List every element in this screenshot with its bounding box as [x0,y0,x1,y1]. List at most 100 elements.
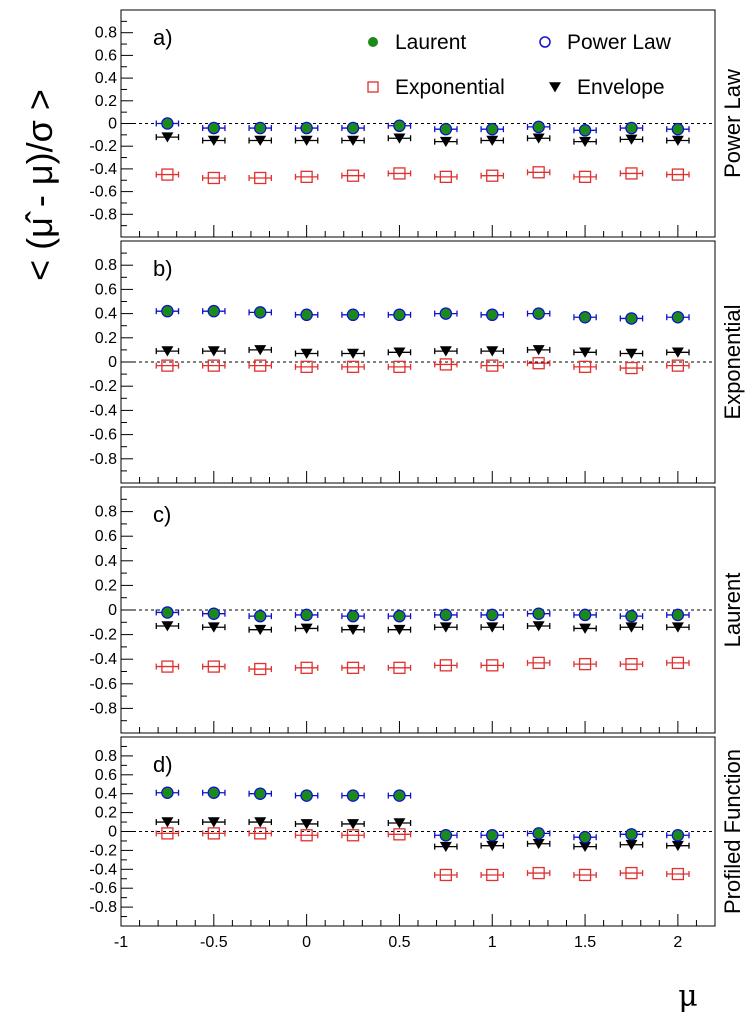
data-point [486,359,499,372]
data-point [348,790,359,801]
data-point [625,167,638,180]
data-point [580,125,591,136]
data-point [671,135,684,146]
data-point [532,656,545,670]
y-tick-label: 0.6 [95,528,117,545]
data-point [254,135,267,146]
data-point [672,124,683,135]
data-point [439,622,452,633]
data-point [532,607,545,620]
data-point [533,121,544,132]
data-point [626,611,637,622]
data-point [671,622,684,633]
panel-tag: d) [153,752,173,777]
data-point [347,348,360,359]
x-axis-tick-labels: -1 -0.5 0 0.5 1 1.5 2 [114,934,683,951]
y-tick-label: 0.4 [95,553,117,570]
data-point [254,662,267,676]
data-point [672,312,683,323]
y-tick-label: -0.8 [89,206,117,223]
data-point [207,786,221,800]
y-tick-label: 0.2 [95,805,117,822]
data-point [625,312,638,325]
y-tick-label: 0.4 [95,786,117,803]
legend-marker [368,37,378,47]
data-point [486,308,499,322]
data-point [533,608,544,619]
data-point [253,306,267,319]
data-point [487,609,498,620]
data-point [439,346,452,357]
data-point [207,607,221,620]
data-point [533,828,544,839]
data-point [532,621,545,632]
data-point [439,659,452,672]
data-point [393,609,406,623]
data-point [626,123,637,134]
y-tick-label: 0.8 [95,748,117,765]
data-point [579,136,592,148]
x-tick-label: 1 [488,934,497,951]
data-point [532,307,545,320]
data-point [532,827,545,840]
data-point [393,818,406,829]
y-tick-label: -0.2 [89,138,117,155]
panel-side-label: Profiled Function [720,749,745,914]
data-point [161,304,174,318]
panel-1: 0.8 0.6 0.4 0.2 0 -0.2 -0.4 -0.6 -0.8 a) Power Law… [89,9,745,238]
data-point [207,622,220,633]
data-point [486,346,499,357]
data-point [393,133,406,144]
y-tick-label: 0.2 [95,577,117,594]
data-point [161,346,174,357]
y-tick-label: 0 [108,824,117,841]
data-point [346,609,360,623]
legend-label: Envelope [577,76,665,99]
data-point [393,624,406,636]
data-point [487,124,498,135]
data-point [440,308,451,319]
data-point [301,609,312,620]
legend-label: Power Law [567,31,672,54]
y-tick-label: -0.2 [89,842,117,859]
data-point [393,360,406,373]
data-point [486,659,499,672]
y-tick-label: -0.8 [89,700,117,717]
x-axis-label: μ [678,979,698,1014]
data-point [625,622,638,633]
data-point [532,133,545,144]
x-tick-label: 0 [302,934,311,951]
data-point [207,346,220,357]
data-point [253,787,267,800]
data-point [162,118,173,129]
data-point [532,866,545,880]
panel-tag: b) [153,256,173,281]
legend-entry: Exponential [367,76,505,99]
data-point [625,134,638,145]
data-point [348,123,359,134]
data-point [486,622,499,633]
data-point [301,790,312,801]
x-tick-label: 1.5 [574,934,596,951]
data-point [300,170,313,183]
data-point [255,123,266,134]
y-tick-label: 0 [108,602,117,619]
data-point [161,117,174,130]
data-point [671,168,685,181]
data-point [300,829,313,842]
x-tick-label: -0.5 [200,934,228,951]
data-point [394,309,405,320]
data-point [439,829,453,842]
data-point [300,360,313,373]
data-point [393,661,406,674]
panel-2: 0.8 0.6 0.4 0.2 0 -0.2 -0.4 -0.6 -0.8 b) Exponenti… [89,240,745,484]
data-point [671,347,684,358]
x-tick-label: 2 [673,934,682,951]
series-power-law [155,786,690,844]
data-point [346,169,360,182]
data-point [254,817,267,828]
data-point [532,357,545,370]
data-point [208,608,219,619]
data-point [487,309,498,320]
